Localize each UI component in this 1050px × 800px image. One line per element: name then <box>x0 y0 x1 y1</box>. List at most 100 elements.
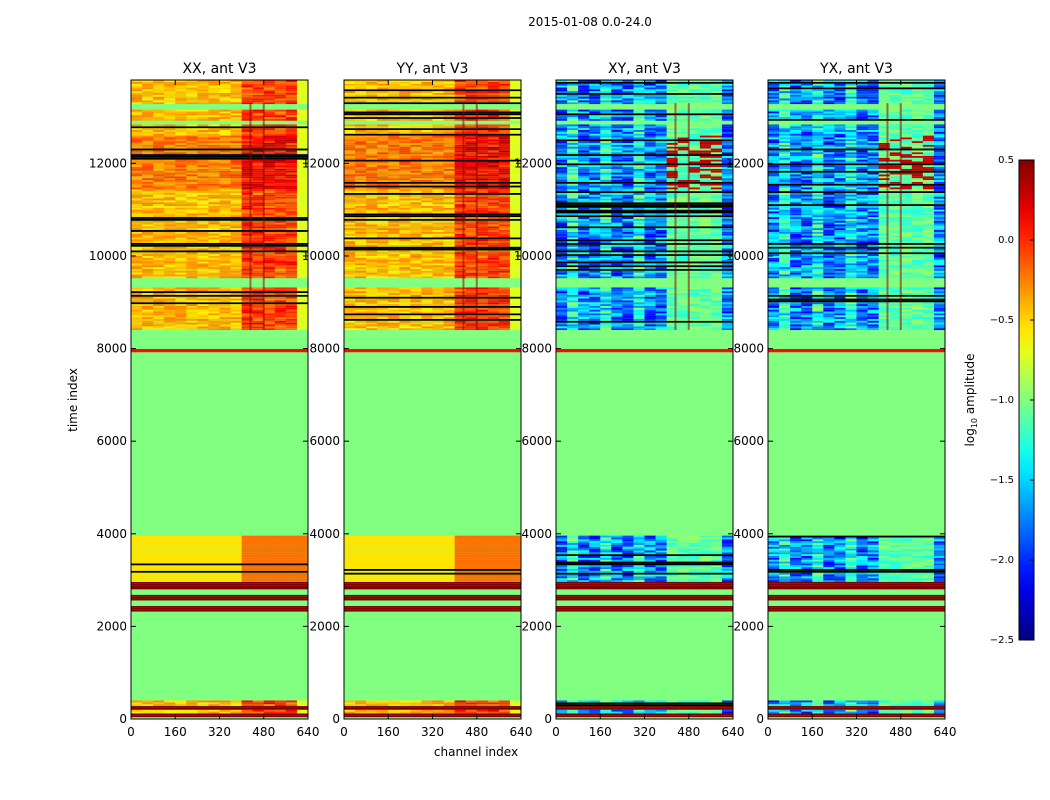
heatmap-cell <box>454 205 467 208</box>
heatmap-cell <box>721 544 733 547</box>
heatmap-cell <box>219 137 232 140</box>
heatmap-cell <box>377 567 389 569</box>
heatmap-cell <box>131 554 143 557</box>
heatmap-cell <box>197 307 209 310</box>
heatmap-cell <box>175 261 187 264</box>
heatmap-cell <box>377 552 389 555</box>
heatmap-cell <box>465 157 478 160</box>
heatmap-cell <box>219 152 232 155</box>
heatmap-cell <box>666 326 679 329</box>
heatmap-cell <box>443 187 456 190</box>
heatmap-cell <box>208 183 220 186</box>
heatmap-cell <box>296 322 308 325</box>
heatmap-cell <box>399 543 411 545</box>
heatmap-cell <box>241 709 254 712</box>
heatmap-cell <box>274 111 287 114</box>
heatmap-cell <box>399 326 411 329</box>
heatmap-cell <box>186 174 198 177</box>
heatmap-cell <box>644 548 657 551</box>
heatmap-cell <box>399 574 411 577</box>
heatmap-cell <box>465 242 478 245</box>
heatmap-cell <box>410 241 422 243</box>
heatmap-cell <box>377 261 389 264</box>
heatmap-cell <box>241 233 254 236</box>
heatmap-cell <box>197 183 209 186</box>
heatmap-cell <box>131 320 143 323</box>
heatmap-cell <box>241 239 254 242</box>
heatmap-cell <box>366 563 378 566</box>
heatmap-cell <box>611 318 623 321</box>
heatmap-cell <box>208 548 220 551</box>
heatmap-cell <box>465 267 478 269</box>
heatmap-cell <box>465 137 478 140</box>
heatmap-cell <box>274 255 287 258</box>
heatmap-cell <box>175 324 187 327</box>
heatmap-cell <box>476 94 489 97</box>
heatmap-cell <box>399 580 411 582</box>
heatmap-cell <box>388 235 400 238</box>
heatmap-cell <box>498 154 511 156</box>
x-tick-label: 320 <box>208 725 231 739</box>
heatmap-cell <box>263 80 276 82</box>
heatmap-cell <box>241 313 254 316</box>
heatmap-cell <box>377 154 389 156</box>
heatmap-cell <box>142 557 154 560</box>
heatmap-cell <box>366 570 378 573</box>
heatmap-cell <box>131 567 143 569</box>
heatmap-cell <box>296 80 308 82</box>
heatmap-cell <box>263 311 276 314</box>
heatmap-cell <box>186 265 198 268</box>
heatmap-cell <box>410 244 422 247</box>
heatmap-cell <box>344 556 356 558</box>
heatmap-cell <box>355 167 367 169</box>
heatmap-cell <box>263 326 276 329</box>
heatmap-cell <box>487 146 500 149</box>
heatmap-cell <box>498 324 511 327</box>
heatmap-cell <box>274 100 287 103</box>
heatmap-cell <box>578 324 590 327</box>
heatmap-cell <box>366 130 378 132</box>
heatmap-cell <box>611 570 623 573</box>
heatmap-cell <box>241 298 254 301</box>
heatmap-cell <box>142 307 154 310</box>
heatmap-cell <box>509 274 521 277</box>
heatmap-cell <box>296 293 308 295</box>
heatmap-cell <box>296 172 308 175</box>
heatmap-cell <box>509 255 521 258</box>
heatmap-cell <box>399 315 411 318</box>
heatmap-cell <box>175 189 187 192</box>
heatmap-cell <box>655 539 668 542</box>
heatmap-cell <box>377 700 389 703</box>
heatmap-cell <box>164 552 176 555</box>
heatmap-cell <box>344 204 356 206</box>
heatmap-cell <box>252 255 265 258</box>
heatmap-cell <box>142 318 154 321</box>
heatmap-cell <box>366 700 378 703</box>
heatmap-cell <box>567 543 579 545</box>
heatmap-cell <box>252 293 265 295</box>
heatmap-cell <box>377 178 389 181</box>
heatmap-cell <box>465 291 478 293</box>
heatmap-cell <box>366 135 378 138</box>
heatmap-cell <box>230 568 243 571</box>
heatmap-cell <box>498 226 511 229</box>
heatmap-cell <box>655 535 668 538</box>
heatmap-cell <box>274 181 287 184</box>
heatmap-cell <box>432 544 445 547</box>
heatmap-cell <box>509 242 521 245</box>
heatmap-cell <box>666 535 679 538</box>
heatmap-cell <box>410 172 422 175</box>
heatmap-cell <box>186 287 198 290</box>
heatmap-cell <box>153 320 165 323</box>
heatmap-cell <box>230 544 243 547</box>
y-tick-label: 6000 <box>96 434 127 448</box>
heatmap-cell <box>142 241 154 243</box>
heatmap-cell <box>578 557 590 560</box>
heatmap-cell <box>344 176 356 179</box>
heatmap-cell <box>153 222 165 225</box>
heatmap-cell <box>454 580 467 582</box>
heatmap-cell <box>285 220 298 223</box>
heatmap-cell <box>688 318 701 321</box>
heatmap-cell <box>355 320 367 323</box>
heatmap-cell <box>263 83 276 86</box>
